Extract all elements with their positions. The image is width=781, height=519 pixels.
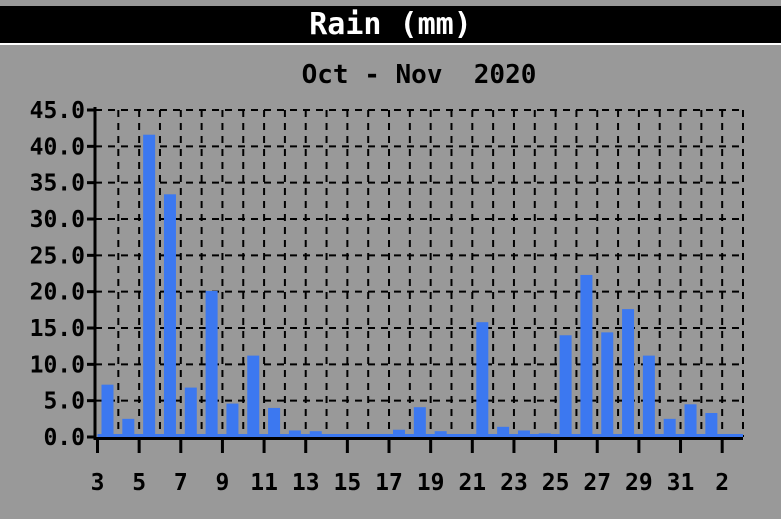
bar <box>268 407 281 437</box>
bar <box>559 335 572 437</box>
y-tick <box>87 362 95 366</box>
y-tick <box>87 253 95 257</box>
x-tick-label: 25 <box>542 470 570 496</box>
y-tick <box>87 290 95 294</box>
x-tick <box>304 440 308 453</box>
x-tick <box>220 440 224 453</box>
bar <box>455 434 468 437</box>
bar <box>601 332 614 437</box>
x-tick-label: 15 <box>334 470 362 496</box>
x-tick-label: 13 <box>292 470 320 496</box>
x-tick-label: 5 <box>132 470 146 496</box>
bar <box>309 431 322 437</box>
x-tick <box>137 440 141 453</box>
y-tick <box>87 326 95 330</box>
bar <box>517 430 530 437</box>
x-tick-label: 21 <box>458 470 486 496</box>
bar <box>434 431 447 437</box>
x-tick-label: 23 <box>500 470 528 496</box>
bar <box>476 322 489 437</box>
y-tick-label: 20.0 <box>30 280 85 306</box>
x-tick <box>720 440 724 453</box>
y-tick <box>87 181 95 185</box>
x-tick <box>387 440 391 453</box>
bar <box>184 387 197 437</box>
x-tick-label: 19 <box>417 470 445 496</box>
x-tick-label: 29 <box>625 470 653 496</box>
x-axis-line <box>93 437 743 440</box>
y-tick-label: 15.0 <box>30 316 85 342</box>
x-tick <box>429 440 433 453</box>
x-tick-label: 27 <box>583 470 611 496</box>
bar <box>684 404 697 437</box>
bar <box>642 355 655 437</box>
y-tick-label: 0.0 <box>43 425 85 451</box>
y-tick-label: 35.0 <box>30 171 85 197</box>
y-tick-label: 40.0 <box>30 134 85 160</box>
x-tick <box>512 440 516 453</box>
bar <box>226 403 239 437</box>
bar <box>122 418 135 437</box>
y-tick-label: 25.0 <box>30 243 85 269</box>
x-tick <box>179 440 183 453</box>
chart-title: Rain (mm) <box>309 7 472 42</box>
bar <box>163 194 176 437</box>
bar <box>663 418 676 437</box>
y-tick <box>87 108 95 112</box>
x-tick <box>262 440 266 453</box>
x-tick <box>96 440 99 453</box>
y-tick <box>87 399 95 403</box>
y-tick <box>87 144 95 148</box>
chart-subtitle: Oct - Nov 2020 <box>301 60 537 90</box>
bar <box>497 426 510 437</box>
bar <box>622 309 635 437</box>
bar <box>538 433 551 437</box>
y-tick <box>87 435 95 439</box>
y-tick-label: 30.0 <box>30 207 85 233</box>
bar <box>413 407 426 437</box>
x-tick <box>679 440 683 453</box>
x-tick <box>554 440 558 453</box>
x-tick <box>595 440 599 453</box>
x-tick-label: 7 <box>174 470 188 496</box>
x-tick-label: 2 <box>715 470 729 496</box>
x-tick <box>637 440 641 453</box>
x-tick-label: 3 <box>91 470 105 496</box>
bar <box>705 413 718 437</box>
y-tick <box>87 217 95 221</box>
x-tick-label: 9 <box>216 470 230 496</box>
y-tick-label: 10.0 <box>30 352 85 378</box>
bar <box>330 434 343 437</box>
x-tick <box>470 440 474 453</box>
bar <box>101 384 114 437</box>
bar <box>288 430 301 437</box>
x-tick-label: 17 <box>375 470 403 496</box>
bar <box>580 274 593 437</box>
y-tick-label: 5.0 <box>43 389 85 415</box>
bar <box>247 355 260 437</box>
bar <box>726 434 739 437</box>
bar <box>393 429 406 437</box>
y-tick-label: 45.0 <box>30 98 85 124</box>
x-tick <box>345 440 349 453</box>
bar <box>143 134 156 437</box>
y-axis-line <box>93 107 97 440</box>
bar <box>351 435 364 437</box>
x-tick-label: 11 <box>250 470 278 496</box>
bar <box>205 290 218 437</box>
x-tick-label: 31 <box>667 470 695 496</box>
chart-title-bar: Rain (mm) <box>0 6 781 45</box>
